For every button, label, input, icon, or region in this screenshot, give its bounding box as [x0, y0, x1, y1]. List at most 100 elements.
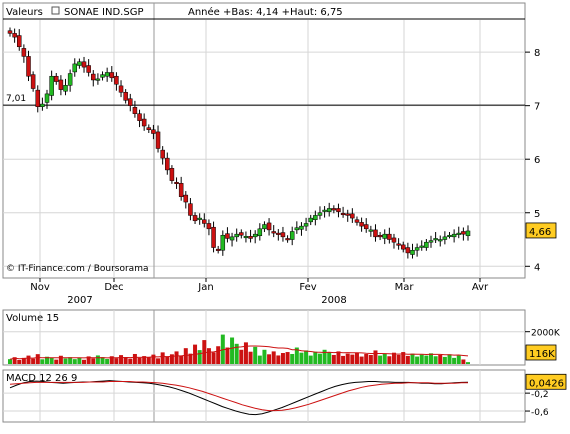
volume-bar [359, 356, 364, 364]
x-axis: Nov Dec Jan Fev Mar Avr 2007 2008 [30, 278, 489, 306]
candle-body [44, 93, 50, 103]
candle-body [17, 35, 22, 48]
volume-bar [322, 349, 327, 364]
candle [331, 205, 337, 214]
volume-bar [327, 352, 332, 364]
reference-line-label: 7,01 [6, 94, 26, 104]
volume-bar [428, 353, 433, 364]
volume-bar [308, 355, 313, 364]
macd-title: MACD 12 26 9 [6, 373, 77, 384]
candle [229, 232, 235, 247]
candle [215, 245, 221, 254]
candle [276, 229, 281, 241]
volume-bar [82, 359, 87, 364]
candle-body [257, 228, 263, 237]
volume-bar [86, 356, 91, 364]
candle-body [391, 237, 397, 243]
year-range-text: Année +Bas: 4,14 +Haut: 6,75 [188, 6, 343, 18]
macd-badge-box [525, 373, 567, 390]
candle [67, 69, 73, 92]
candle [72, 58, 78, 77]
candle-body [40, 103, 45, 107]
volume-bar [452, 357, 457, 364]
volume-bar [63, 358, 68, 364]
candle-body [239, 232, 244, 236]
instrument-name: SONAE IND.SGP [64, 7, 143, 18]
candle-body [400, 244, 406, 250]
candle [280, 226, 286, 242]
candle-body [336, 208, 341, 212]
candle [308, 214, 313, 226]
candle [30, 71, 36, 92]
candle-body [169, 168, 175, 181]
macd-panel-frame [2, 369, 526, 423]
candle [252, 230, 258, 244]
candle-body [396, 243, 401, 246]
last-volume-badge: 116K [525, 344, 557, 361]
candle-body [63, 85, 68, 92]
candle-body [248, 236, 253, 239]
price-badge-label: 4,66 [529, 227, 551, 238]
candle-body [299, 225, 304, 230]
volume-bar [109, 356, 114, 364]
volume-bar [317, 353, 322, 364]
candle [433, 232, 438, 244]
candle [340, 206, 346, 218]
volume-bar [285, 352, 290, 364]
volume-bar [206, 348, 211, 364]
candle-body [95, 78, 101, 81]
x-tick-label-1: Dec [104, 282, 123, 293]
candle-body [266, 222, 272, 231]
candle-body [345, 213, 350, 216]
candle [35, 85, 41, 113]
candle-body [30, 74, 36, 89]
volume-bar [123, 357, 128, 364]
candle [447, 232, 452, 239]
candle-body [174, 181, 179, 184]
candle [40, 97, 45, 111]
volume-bar [438, 354, 443, 364]
candle-body [363, 224, 369, 230]
volume-bar [95, 355, 100, 364]
candle [95, 73, 101, 85]
candle-body [104, 72, 110, 77]
candle [262, 221, 267, 233]
candle-body [262, 224, 267, 230]
volume-bar [243, 342, 248, 364]
candle-body [377, 234, 383, 238]
candle [294, 221, 300, 234]
candle [400, 241, 406, 253]
candle-body [215, 248, 221, 251]
volume-bar [146, 357, 151, 364]
candle [151, 124, 156, 140]
candle [248, 229, 253, 243]
volume-bar [373, 350, 378, 364]
candle-body [419, 245, 424, 248]
candle-body [206, 223, 212, 230]
volume-bar [461, 359, 466, 364]
candle-body [137, 113, 142, 121]
volume-bar [336, 351, 341, 364]
macd-y-axis: -0,2 -0,6 [525, 390, 549, 418]
candle-body [303, 223, 309, 227]
valeurs-label: Valeurs [6, 7, 43, 18]
volume-bar [179, 355, 184, 364]
reference-line-group: 7,01 [3, 94, 525, 106]
x-tick-label-4: Mar [395, 282, 415, 293]
year-label-0: 2007 [67, 295, 92, 306]
candle [414, 243, 420, 257]
volume-badge-box [525, 344, 557, 361]
volume-bar [401, 352, 406, 364]
instrument-checkbox[interactable] [51, 6, 60, 15]
candle-body [91, 73, 96, 81]
volume-bar [72, 359, 77, 364]
year-label-1: 2008 [321, 295, 346, 306]
candle [63, 78, 68, 96]
candle-body [433, 238, 438, 241]
candle-body [160, 149, 165, 159]
candle [220, 230, 226, 256]
candle-body [373, 229, 378, 238]
volume-bar [17, 359, 22, 364]
volume-bar [396, 354, 401, 364]
x-tick-label-2: Jan [197, 282, 213, 293]
